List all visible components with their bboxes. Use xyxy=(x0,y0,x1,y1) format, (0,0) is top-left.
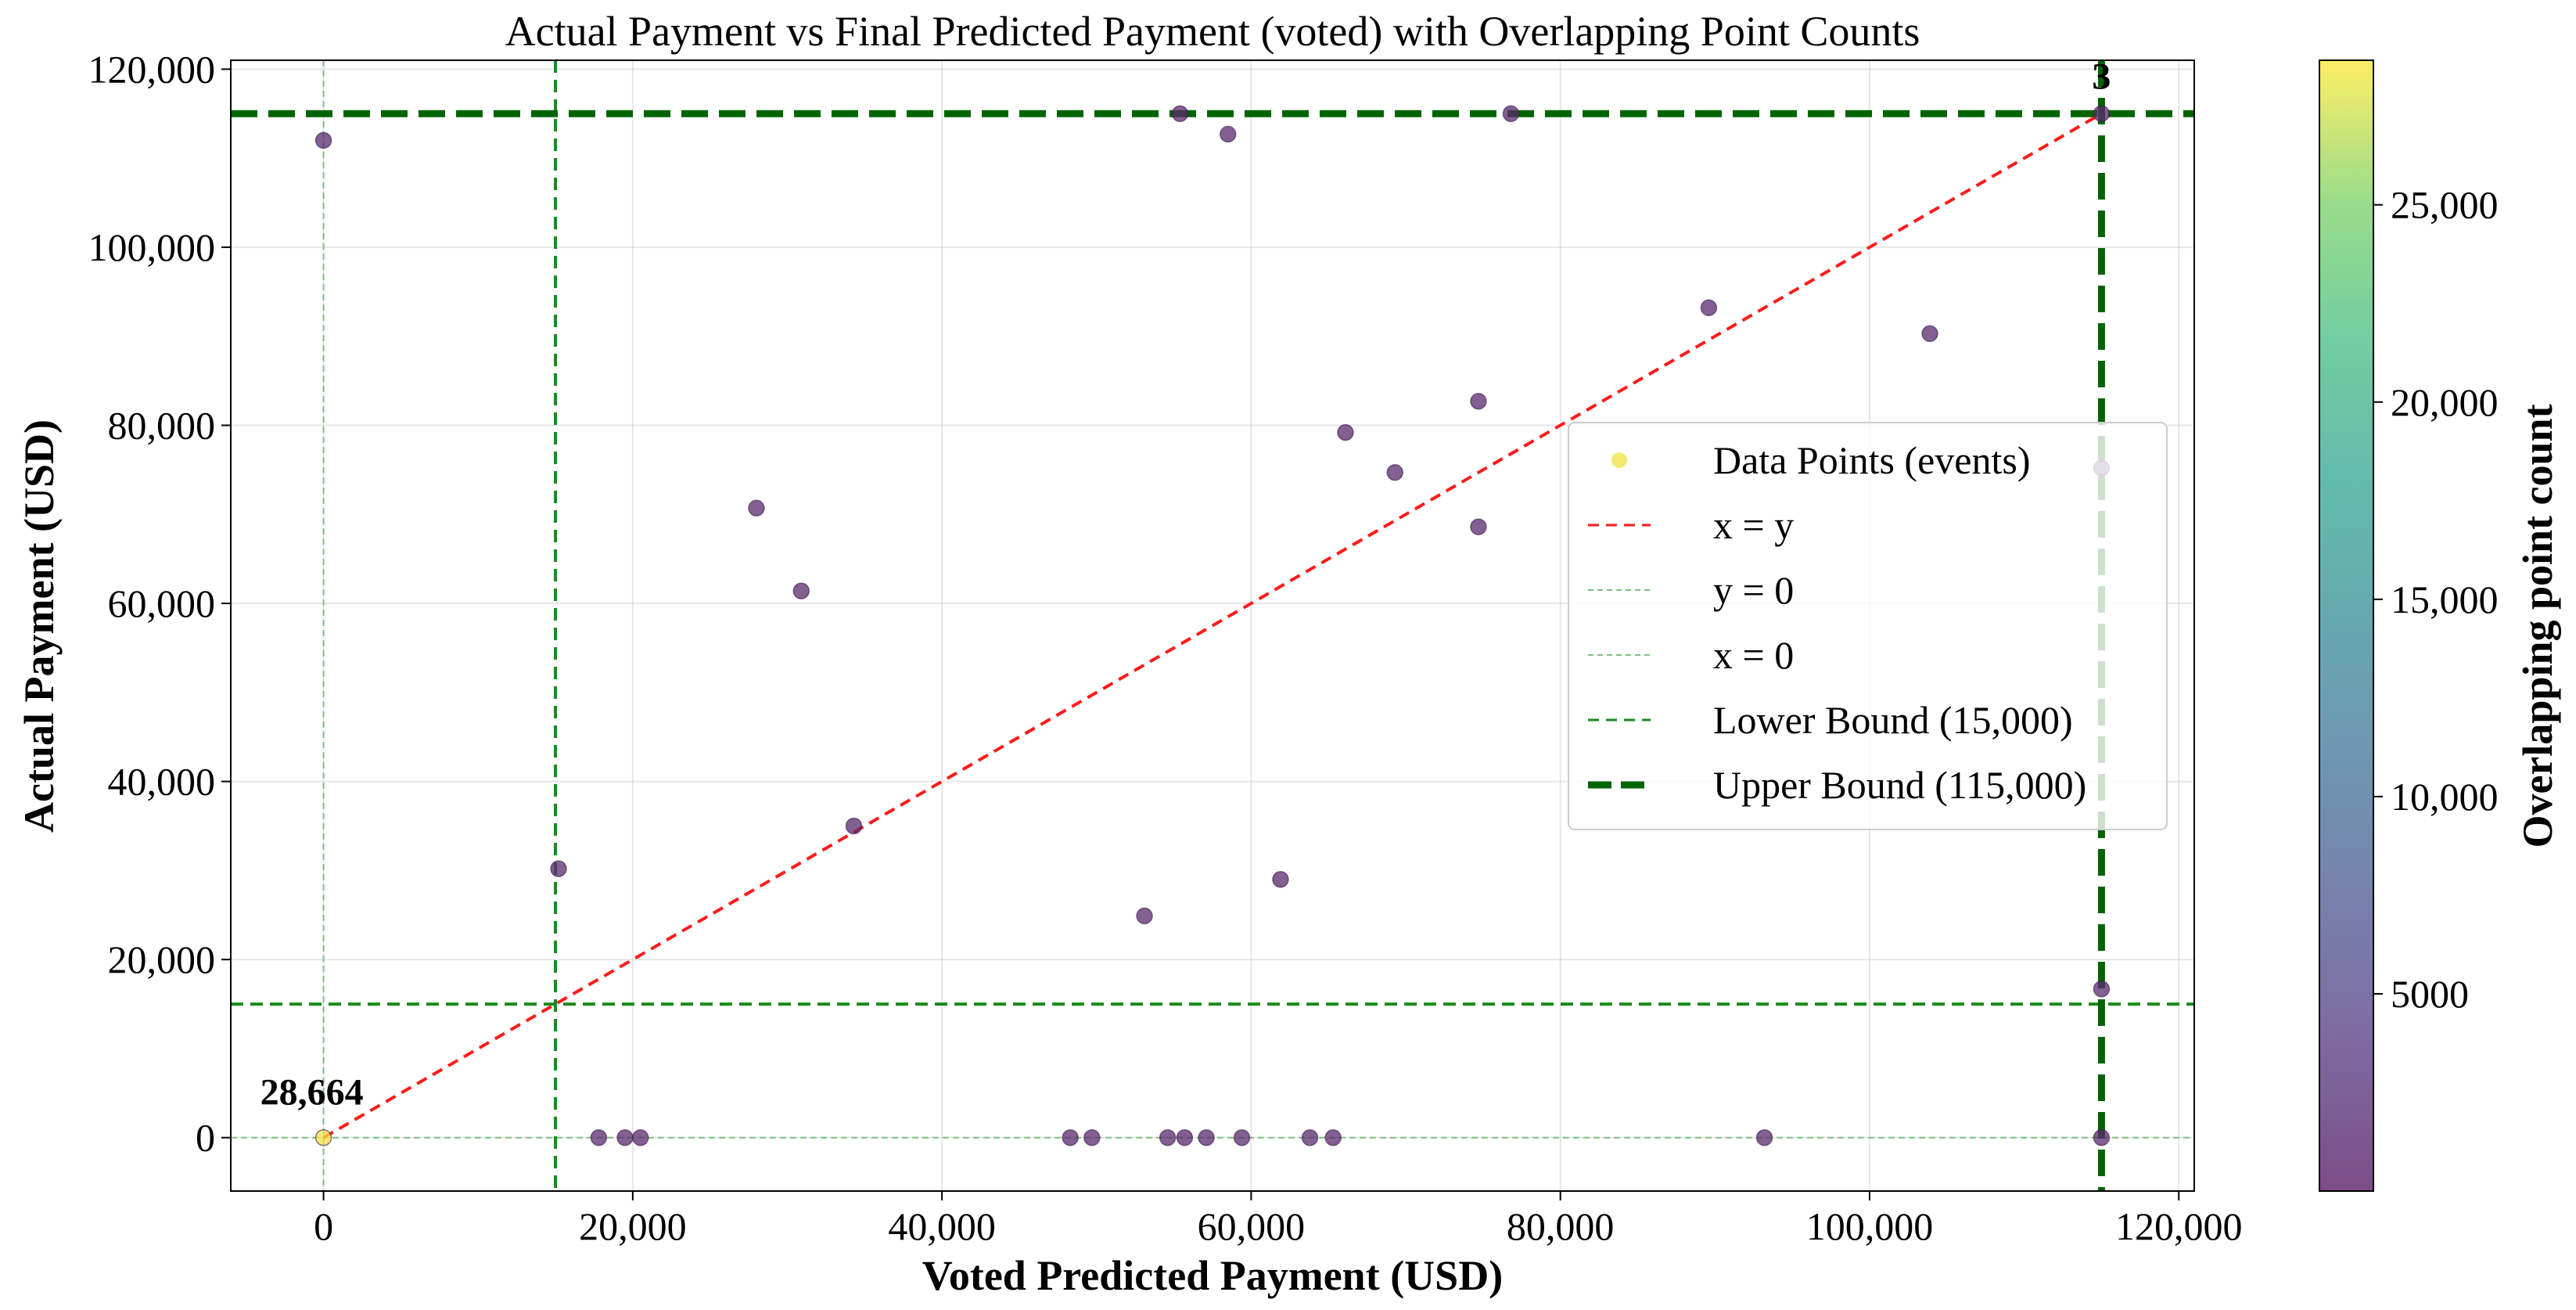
y-tick-label: 40,000 xyxy=(108,760,216,804)
legend-label: Lower Bound (15,000) xyxy=(1713,698,2073,742)
colorbar-gradient xyxy=(2319,60,2373,1191)
data-point xyxy=(845,817,863,835)
data-point xyxy=(1176,1128,1194,1146)
data-point xyxy=(1301,1128,1319,1146)
data-point xyxy=(2093,980,2111,998)
x-tick-label: 20,000 xyxy=(579,1204,687,1248)
plot-frame xyxy=(230,59,2195,1192)
colorbar: Overlapping point count 5000 10,000 15,000… xyxy=(2319,59,2561,1192)
colorbar-tick-label: 20,000 xyxy=(2391,380,2499,424)
data-point xyxy=(1337,423,1354,441)
data-point xyxy=(616,1128,634,1146)
x-tick-label: 0 xyxy=(314,1204,333,1248)
legend-label: y = 0 xyxy=(1713,568,1794,612)
x-equals-y-line xyxy=(322,112,2103,1139)
data-point xyxy=(1198,1128,1215,1146)
legend-label: Data Points (events) xyxy=(1713,438,2030,482)
data-points xyxy=(314,105,2111,1146)
legend-label: Upper Bound (115,000) xyxy=(1713,763,2086,807)
data-point xyxy=(1136,907,1153,925)
x-tick-label: 80,000 xyxy=(1507,1204,1615,1248)
annotation-upper-count: 3 xyxy=(2092,56,2111,97)
legend-label: x = 0 xyxy=(1713,633,1794,677)
colorbar-frame xyxy=(2319,59,2374,1192)
data-point xyxy=(314,131,332,149)
data-point xyxy=(1502,105,1520,123)
x-tick-label: 40,000 xyxy=(888,1204,996,1248)
legend-marker xyxy=(1611,452,1627,468)
colorbar-tick-label: 15,000 xyxy=(2391,578,2499,621)
colorbar-tick-label: 25,000 xyxy=(2391,183,2499,227)
legend-label: x = y xyxy=(1713,503,1794,547)
data-point xyxy=(631,1128,649,1146)
y-tick-label: 100,000 xyxy=(88,225,216,269)
data-point xyxy=(1755,1128,1773,1146)
data-point xyxy=(1324,1128,1342,1146)
annotations: 28,664 3 xyxy=(260,56,2111,1113)
y-tick-label: 80,000 xyxy=(108,403,216,447)
data-point xyxy=(1386,464,1403,481)
x-tick-label: 100,000 xyxy=(1806,1204,1934,1248)
data-point xyxy=(1171,105,1189,123)
data-point xyxy=(314,1128,332,1146)
data-point xyxy=(1220,125,1237,143)
x-tick-label: 120,000 xyxy=(2115,1204,2243,1248)
x-axis-label: Voted Predicted Payment (USD) xyxy=(922,1252,1503,1299)
y-tick-label: 60,000 xyxy=(108,581,216,625)
y-tick-label: 0 xyxy=(196,1116,215,1160)
data-point xyxy=(748,499,765,517)
x-axis: 0 20,000 40,000 60,000 80,000 100,000 120,000 xyxy=(314,1191,2242,1248)
data-point xyxy=(792,582,810,599)
data-point xyxy=(1159,1128,1177,1146)
data-point xyxy=(1921,325,1938,343)
data-point xyxy=(1470,393,1487,410)
colorbar-label: Overlapping point count xyxy=(2514,404,2561,848)
y-axis-label: Actual Payment (USD) xyxy=(16,419,63,833)
data-point xyxy=(1233,1128,1251,1146)
colorbar-tick-label: 5000 xyxy=(2391,972,2469,1016)
y-tick-label: 120,000 xyxy=(88,47,216,91)
data-point xyxy=(1062,1128,1079,1146)
y-tick-label: 20,000 xyxy=(108,938,216,981)
data-point xyxy=(1272,871,1289,888)
data-point xyxy=(1083,1128,1101,1146)
y-axis: 0 20,000 40,000 60,000 80,000 100,000 120,000 xyxy=(88,47,231,1160)
chart-title: Actual Payment vs Final Predicted Paymen… xyxy=(505,8,1920,55)
legend-box xyxy=(1568,422,2168,830)
legend: Data Points (events) x = y y = 0 x = 0 Lower… xyxy=(1568,422,2168,830)
data-point xyxy=(2093,1128,2111,1146)
data-point xyxy=(2093,105,2111,123)
colorbar-tick-label: 10,000 xyxy=(2391,775,2499,819)
annotation-max-count: 28,664 xyxy=(260,1072,364,1114)
data-point xyxy=(590,1128,608,1146)
data-point xyxy=(1470,518,1487,535)
x-tick-label: 60,000 xyxy=(1198,1204,1306,1248)
data-point xyxy=(550,860,567,877)
data-point xyxy=(1700,299,1718,317)
